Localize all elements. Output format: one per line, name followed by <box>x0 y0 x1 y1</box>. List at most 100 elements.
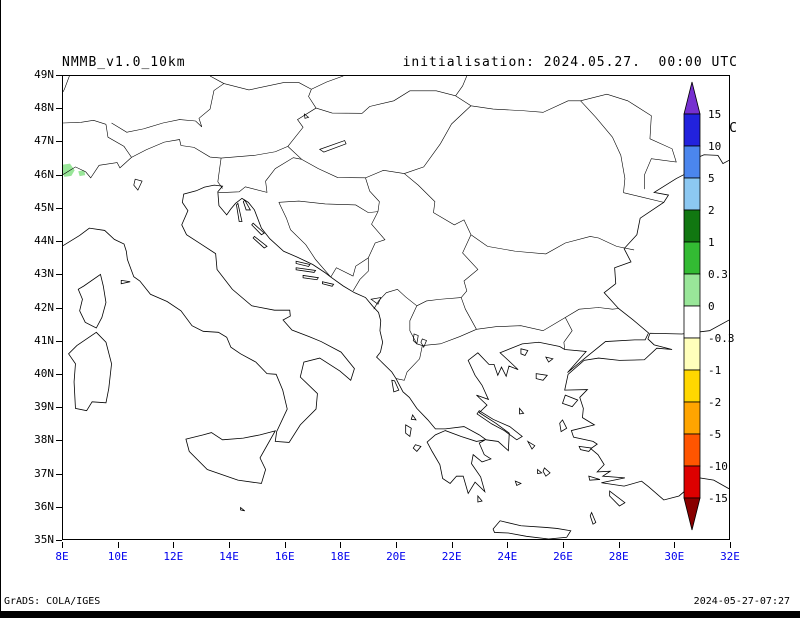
lon-tick <box>229 542 230 548</box>
snow-accumulation-patch <box>63 163 75 177</box>
lon-tick-label: 26E <box>553 550 573 563</box>
colorbar-segment <box>683 401 701 435</box>
island-coastline <box>561 394 579 408</box>
country-border <box>565 307 619 318</box>
lon-tick <box>507 542 509 548</box>
lat-tick-label: 48N <box>34 101 54 115</box>
country-border <box>308 89 317 109</box>
island-coastline <box>492 520 572 539</box>
country-border <box>365 169 405 179</box>
lake-outline <box>420 338 427 349</box>
country-border <box>455 95 472 107</box>
init-line: initialisation: 2024.05.27. 00:00 UTC <box>402 55 738 70</box>
lat-tick-label: 47N <box>34 134 54 148</box>
colorbar-segment <box>683 337 701 371</box>
lon-tick-label: 12E <box>163 550 184 563</box>
colorbar-label: -2 <box>708 396 721 409</box>
island-coastline <box>242 199 252 211</box>
lat-tick-label: 35N <box>34 533 54 546</box>
lat-tick <box>56 241 62 243</box>
island-coastline <box>77 273 107 329</box>
lat-tick-label: 37N <box>34 466 54 480</box>
country-border <box>287 146 302 160</box>
lat-tick <box>56 407 62 409</box>
island-coastline <box>476 410 523 441</box>
island-coastline <box>120 279 131 285</box>
colorbar-label: -0.3 <box>708 332 735 345</box>
country-border <box>476 317 566 332</box>
lat-tick <box>56 340 62 342</box>
country-border <box>455 76 468 96</box>
island-coastline <box>251 222 265 236</box>
lat-tick-label: 46N <box>34 167 54 181</box>
colorbar-label: 2 <box>708 204 715 217</box>
coastline-map <box>63 76 729 539</box>
island-coastline <box>295 260 311 267</box>
island-coastline <box>477 494 483 503</box>
colorbar-label: 5 <box>708 172 715 185</box>
lon-tick <box>62 542 63 548</box>
lon-tick-label: 20E <box>386 550 406 563</box>
country-border <box>287 107 317 147</box>
lon-tick <box>340 542 342 548</box>
render-timestamp: 2024-05-27-07:27 <box>693 596 790 607</box>
country-border <box>278 200 378 213</box>
lat-tick <box>56 174 62 176</box>
colorbar-segment <box>683 209 701 243</box>
lon-tick-label: 24E <box>497 550 518 563</box>
colorbar-top-arrow <box>683 81 701 115</box>
country-border <box>218 157 302 193</box>
grads-credit: GrADS: COLA/IGES <box>4 596 101 607</box>
island-coastline <box>526 440 536 450</box>
lake-outline <box>133 178 143 191</box>
country-border <box>221 146 288 159</box>
lake-outline <box>370 297 382 305</box>
lat-tick-label: 42N <box>34 300 54 314</box>
island-coastline <box>295 267 317 273</box>
country-border <box>563 317 573 350</box>
lat-tick-label: 44N <box>34 234 54 248</box>
colorbar-label: 10 <box>708 140 721 153</box>
colorbar-segment <box>683 305 701 339</box>
bottom-border-bar <box>0 611 800 618</box>
colorbar-label: -15 <box>708 492 728 505</box>
country-border <box>365 177 380 212</box>
country-border <box>63 76 70 92</box>
island-coastline <box>589 511 597 525</box>
country-border <box>580 93 677 190</box>
lon-tick <box>284 542 286 548</box>
country-border <box>416 297 462 307</box>
country-border <box>217 158 223 189</box>
lon-tick <box>117 542 119 548</box>
island-coastline <box>302 274 320 281</box>
lat-tick <box>56 141 62 143</box>
country-border <box>623 192 664 203</box>
coastline <box>564 319 729 501</box>
island-coastline <box>391 379 400 393</box>
colorbar: 15 10 5 2 1 0.3 0 -0.3 -1 -2 -5 -10 -15 <box>683 81 735 531</box>
country-border <box>460 297 477 330</box>
lat-tick <box>56 506 62 508</box>
country-border <box>580 100 626 193</box>
lon-tick-label: 28E <box>608 550 629 563</box>
colorbar-segment <box>683 113 701 147</box>
island-coastline <box>588 475 601 481</box>
lat-tick <box>56 108 62 110</box>
lat-tick-label: 36N <box>34 499 54 513</box>
country-border <box>209 76 225 84</box>
lat-tick <box>56 75 62 76</box>
country-border <box>352 257 369 292</box>
country-border <box>278 202 332 278</box>
lon-tick-label: 14E <box>219 550 239 563</box>
colorbar-label: -10 <box>708 460 728 473</box>
island-coastline <box>514 480 522 486</box>
lat-tick-label: 49N <box>34 68 54 81</box>
island-coastline <box>405 424 412 438</box>
country-border <box>301 159 366 179</box>
lon-tick <box>173 542 175 548</box>
lat-tick-label: 41N <box>34 333 54 347</box>
island-coastline <box>322 281 335 287</box>
lat-tick <box>56 473 62 475</box>
island-coastline <box>236 202 243 222</box>
